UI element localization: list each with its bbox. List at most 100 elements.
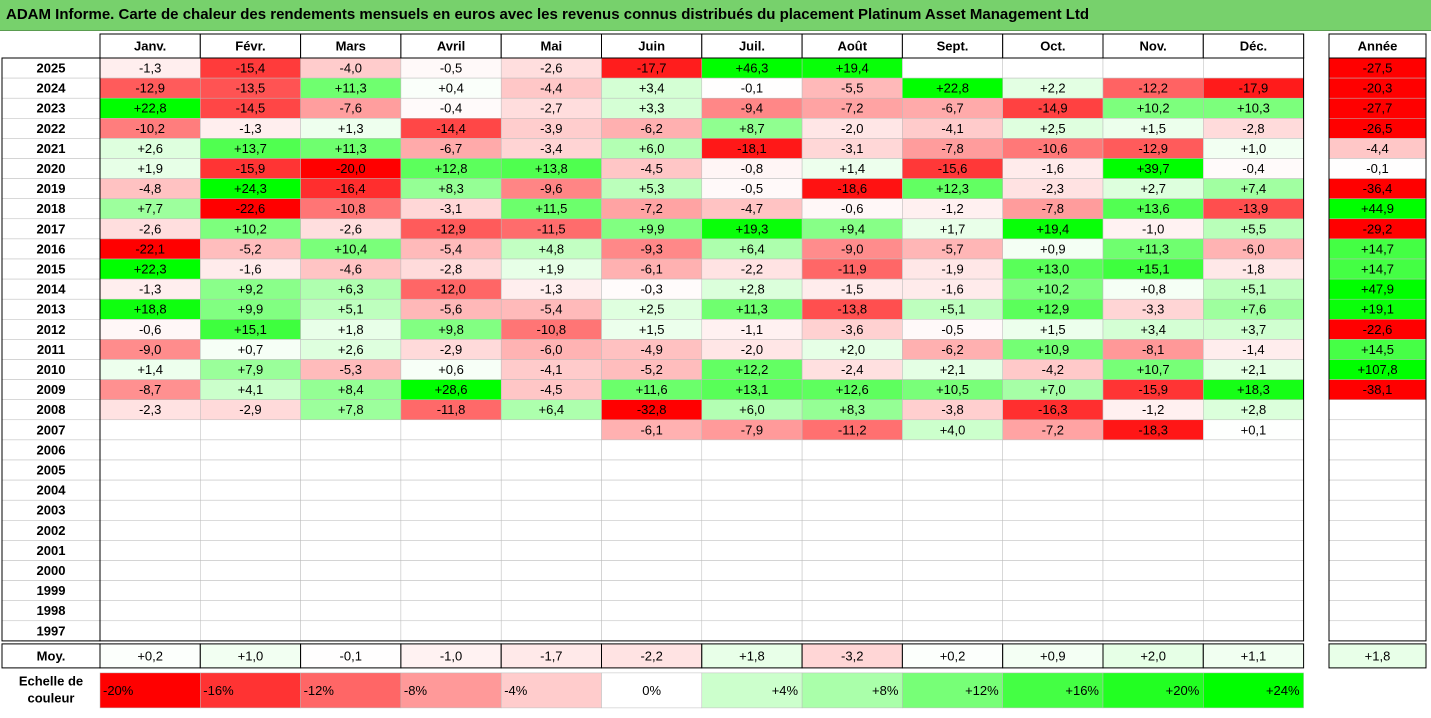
heatmap-cell bbox=[300, 620, 402, 642]
months-grid-border bbox=[99, 57, 1305, 642]
heatmap-cell bbox=[902, 560, 1003, 581]
heatmap-cell bbox=[1102, 439, 1204, 461]
heatmap-cell-value: -2,6 bbox=[340, 221, 362, 236]
heatmap-cell bbox=[400, 459, 502, 481]
heatmap-cell-value: +8,4 bbox=[338, 382, 364, 397]
annual-cell-value: +14,7 bbox=[1361, 241, 1394, 256]
heatmap-cell bbox=[400, 540, 502, 561]
year-label: 2003 bbox=[37, 503, 66, 518]
heatmap-cell-value: +24,3 bbox=[234, 181, 267, 196]
heatmap-cell-value: -9,0 bbox=[841, 241, 863, 256]
heatmap-cell-value: +13,8 bbox=[535, 161, 568, 176]
heatmap-cell bbox=[902, 439, 1003, 461]
heatmap-cell-value: -2,8 bbox=[440, 261, 462, 276]
heatmap-cell-value: +9,2 bbox=[238, 282, 264, 297]
heatmap-cell-value: -7,8 bbox=[941, 141, 963, 156]
heatmap-cell-value: -2,0 bbox=[841, 121, 863, 136]
year-label: 2006 bbox=[37, 442, 66, 457]
heatmap-cell bbox=[1203, 439, 1304, 461]
year-label: 2000 bbox=[37, 563, 66, 578]
heatmap-cell bbox=[300, 499, 402, 521]
heatmap-cell-value: -0,6 bbox=[139, 322, 161, 337]
heatmap-cell-value: -12,9 bbox=[436, 221, 466, 236]
heatmap-cell bbox=[300, 580, 402, 601]
heatmap-cell-value: +9,8 bbox=[438, 322, 464, 337]
month-header-label: Juil. bbox=[739, 38, 765, 53]
annual-cell-value: -38,1 bbox=[1363, 382, 1393, 397]
heatmap-cell bbox=[400, 560, 502, 581]
heatmap-cell-value: +13,0 bbox=[1036, 261, 1069, 276]
legend-swatch-label: -8% bbox=[404, 683, 428, 698]
heatmap-cell bbox=[601, 540, 703, 561]
heatmap-cell-value: -22,1 bbox=[135, 241, 165, 256]
month-header-cell bbox=[199, 33, 302, 59]
heatmap-cell-value: -4,9 bbox=[640, 342, 662, 357]
heatmap-cell-value: -11,2 bbox=[838, 422, 867, 437]
heatmap-cell-value: -17,7 bbox=[637, 60, 667, 75]
heatmap-cell-value: -7,6 bbox=[340, 101, 362, 116]
heatmap-cell-value: -1,9 bbox=[941, 261, 963, 276]
annual-header-label: Année bbox=[1358, 38, 1398, 53]
heatmap-cell bbox=[1002, 459, 1104, 481]
heatmap-cell-value: -12,0 bbox=[436, 282, 466, 297]
year-label: 2009 bbox=[37, 382, 66, 397]
heatmap-cell bbox=[902, 479, 1003, 501]
heatmap-cell-value: -1,1 bbox=[741, 322, 763, 337]
heatmap-cell-value: +9,9 bbox=[238, 302, 264, 317]
heatmap-cell-value: +1,3 bbox=[338, 121, 364, 136]
heatmap-cell bbox=[200, 520, 301, 541]
heatmap-cell-value: +4,0 bbox=[940, 422, 966, 437]
heatmap-cell bbox=[200, 580, 301, 601]
average-label: Moy. bbox=[37, 648, 66, 663]
heatmap-cell-value: -11,5 bbox=[537, 221, 566, 236]
year-label: 2001 bbox=[37, 543, 66, 558]
annual-cell-value: +19,1 bbox=[1361, 302, 1394, 317]
heatmap-cell-value: -2,0 bbox=[741, 342, 763, 357]
heatmap-cell-value: +39,7 bbox=[1137, 161, 1170, 176]
heatmap-cell bbox=[99, 600, 201, 622]
heatmap-cell-value: -15,6 bbox=[938, 161, 968, 176]
heatmap-cell-value: -14,9 bbox=[1038, 101, 1068, 116]
heatmap-cell bbox=[400, 620, 502, 642]
heatmap-cell bbox=[902, 57, 1003, 79]
heatmap-cell-value: +3,7 bbox=[1241, 322, 1267, 337]
average-cell-value: +0,9 bbox=[1040, 648, 1066, 663]
heatmap-cell bbox=[500, 499, 602, 521]
heatmap-cell-value: -2,3 bbox=[139, 402, 161, 417]
heatmap-cell-value: -0,5 bbox=[741, 181, 763, 196]
year-label: 2010 bbox=[37, 362, 66, 377]
heatmap-cell bbox=[500, 439, 602, 461]
legend-swatch bbox=[500, 672, 602, 709]
heatmap-cell bbox=[701, 580, 803, 601]
heatmap-cell-value: +9,4 bbox=[839, 221, 865, 236]
annual-cell-value: -27,7 bbox=[1363, 101, 1393, 116]
legend-swatch bbox=[99, 672, 201, 709]
heatmap-cell-value: -0,1 bbox=[741, 81, 763, 96]
heatmap-cell bbox=[701, 479, 803, 501]
heatmap-cell-value: -18,6 bbox=[837, 181, 867, 196]
annual-cell-value: -4,4 bbox=[1366, 141, 1388, 156]
heatmap-cell-value: -4,4 bbox=[540, 81, 562, 96]
heatmap-cell-value: +11,3 bbox=[736, 302, 768, 317]
heatmap-cell-value: +2,0 bbox=[839, 342, 865, 357]
month-header-label: Févr. bbox=[235, 38, 265, 53]
heatmap-cell bbox=[1102, 57, 1204, 79]
annual-cell-value: +44,9 bbox=[1361, 201, 1394, 216]
heatmap-cell-value: -8,7 bbox=[139, 382, 161, 397]
heatmap-cell-value: -3,3 bbox=[1142, 302, 1164, 317]
heatmap-cell-value: +8,7 bbox=[739, 121, 765, 136]
heatmap-cell-value: -4,5 bbox=[540, 382, 562, 397]
heatmap-cell bbox=[1203, 580, 1304, 601]
heatmap-cell-value: +10,4 bbox=[334, 241, 367, 256]
heatmap-cell-value: -6,0 bbox=[1242, 241, 1264, 256]
month-header-label: Déc. bbox=[1240, 38, 1267, 53]
legend-swatch bbox=[300, 672, 402, 709]
heatmap-cell-value: -15,9 bbox=[236, 161, 266, 176]
annual-cell bbox=[1328, 399, 1427, 421]
heatmap-cell-value: -5,4 bbox=[540, 302, 562, 317]
heatmap-cell-value: -5,3 bbox=[340, 362, 362, 377]
heatmap-cell-value: +3,4 bbox=[639, 81, 665, 96]
heatmap-cell bbox=[701, 560, 803, 581]
heatmap-cell-value: +1,4 bbox=[137, 362, 163, 377]
year-label: 2012 bbox=[37, 322, 66, 337]
